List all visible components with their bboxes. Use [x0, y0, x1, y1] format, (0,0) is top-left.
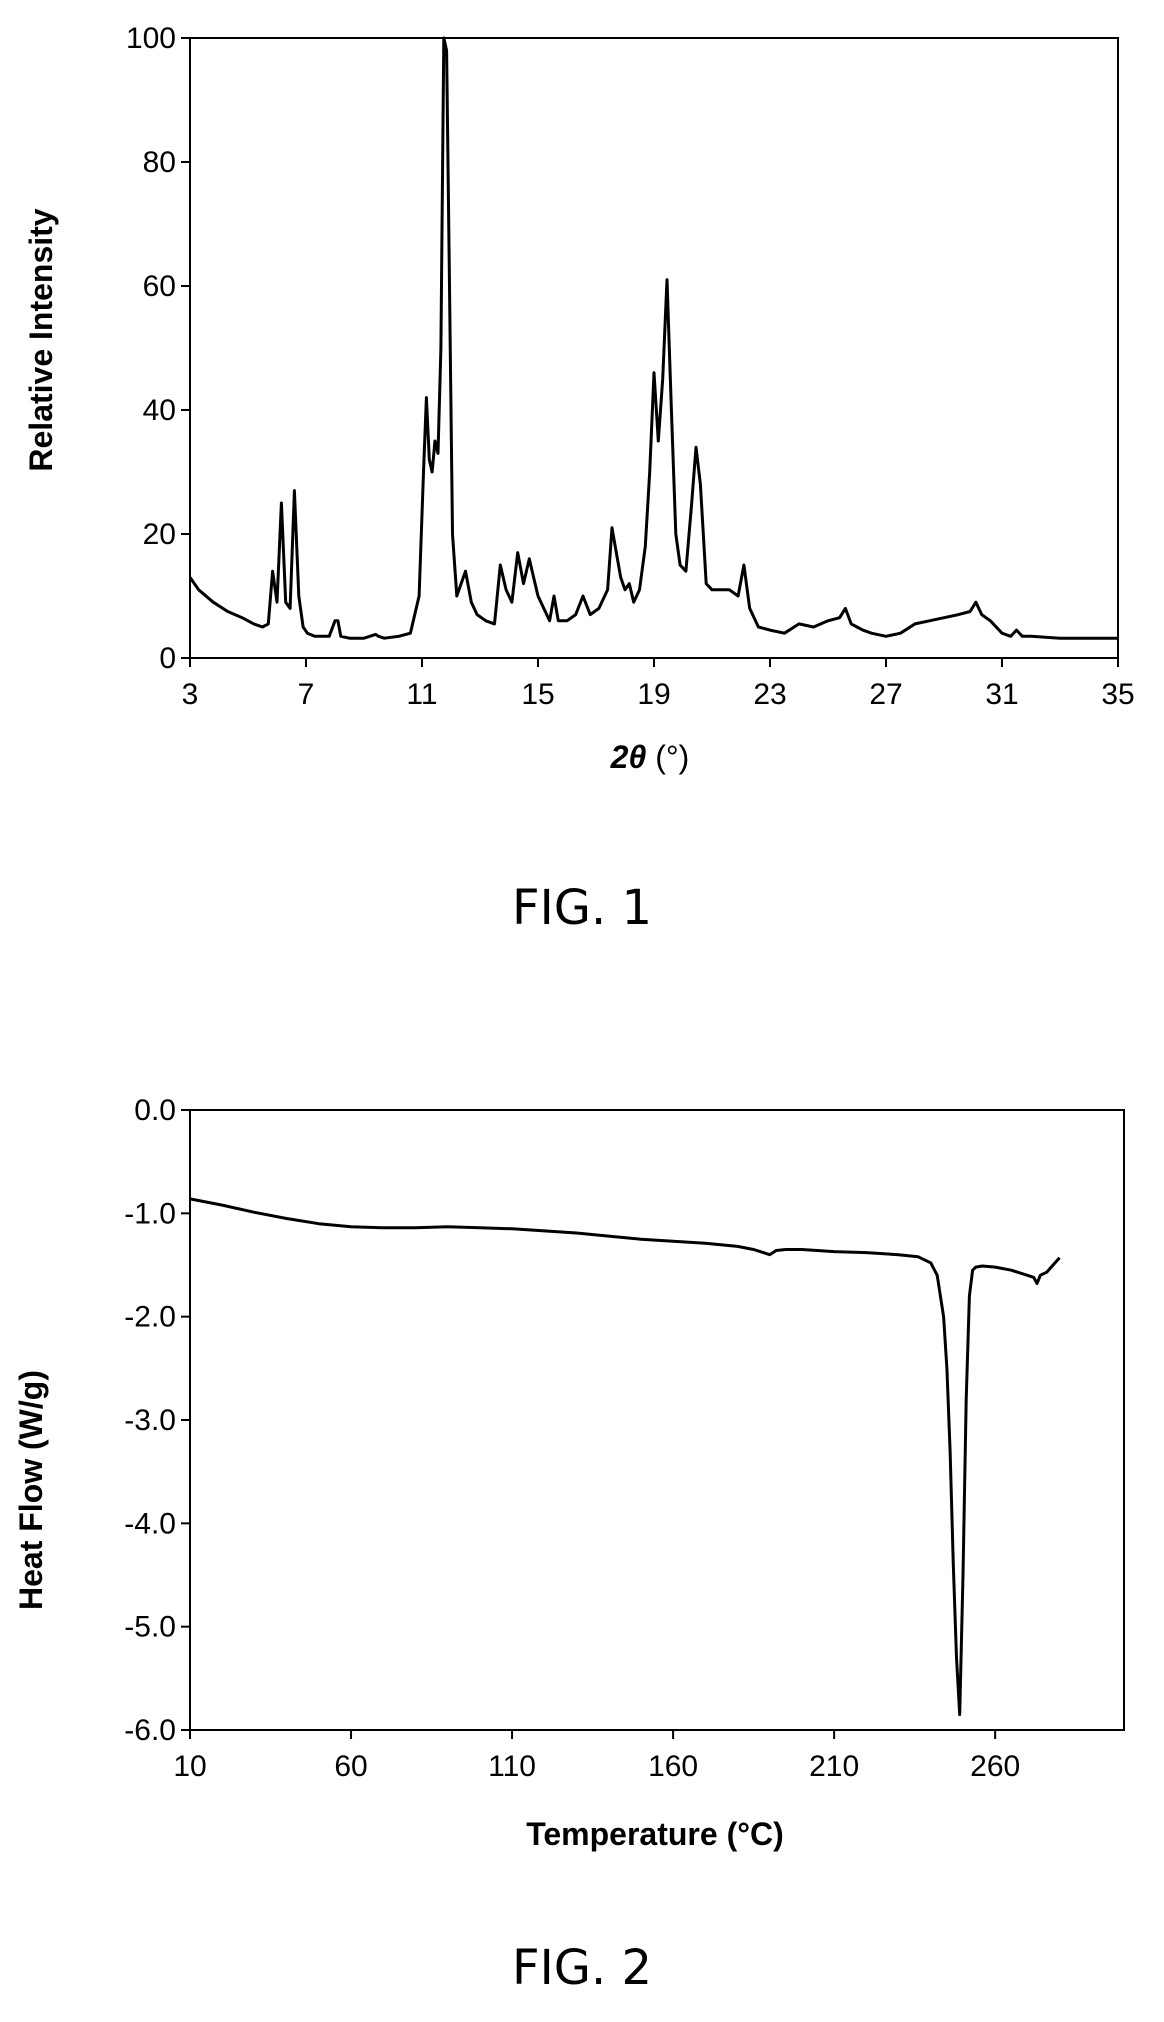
y-tick-label: 60	[143, 270, 176, 303]
y-axis-label: Relative Intensity	[23, 208, 59, 471]
y-tick-label: 100	[126, 22, 176, 55]
x-axis-label-unit: (°)	[646, 739, 689, 775]
y-tick-label: 80	[143, 146, 176, 179]
y-tick-label: 40	[143, 394, 176, 427]
x-tick-label: 60	[334, 1750, 367, 1783]
x-tick-label: 10	[173, 1750, 206, 1783]
plot-frame	[189, 37, 1119, 659]
x-tick-label: 15	[521, 678, 554, 711]
x-tick-label: 31	[985, 678, 1018, 711]
x-axis-label: 2θ (°)	[610, 739, 690, 775]
y-tick-label: 20	[143, 518, 176, 551]
x-tick-label: 160	[648, 1750, 698, 1783]
y-tick-label: -1.0	[124, 1197, 176, 1230]
y-tick-label: -3.0	[124, 1404, 176, 1437]
y-tick-label: -6.0	[124, 1714, 176, 1747]
series-line	[189, 1197, 1061, 1716]
x-tick-label: 260	[970, 1750, 1020, 1783]
x-tick-label: 35	[1101, 678, 1134, 711]
x-tick-label: 23	[753, 678, 786, 711]
plot-frame	[189, 1109, 1125, 1731]
figure-2-caption: FIG. 2	[511, 1940, 652, 1996]
x-tick-label: 11	[406, 678, 437, 711]
y-axis-label: Heat Flow (W/g)	[13, 1370, 49, 1610]
x-axis-label: Temperature (°C)	[526, 1816, 784, 1852]
x-tick-label: 27	[869, 678, 902, 711]
x-tick-label: 3	[182, 678, 199, 711]
y-tick-label: -4.0	[124, 1507, 176, 1540]
y-tick-label: -2.0	[124, 1301, 176, 1334]
figure-1-caption: FIG. 1	[511, 880, 652, 936]
x-tick-label: 110	[488, 1750, 536, 1783]
y-tick-label: 0.0	[134, 1094, 176, 1127]
xrpd-chart: Relative Intensity 2θ (°) 0 20 40 60 80 100 3 7…	[23, 22, 1135, 775]
series-line	[188, 36, 1118, 640]
x-tick-label: 7	[298, 678, 315, 711]
y-tick-label: -5.0	[124, 1611, 176, 1644]
x-tick-label: 210	[809, 1750, 859, 1783]
y-tick-label: 0	[159, 642, 176, 675]
dsc-chart: Heat Flow (W/g) Temperature (°C) 0.0 -1.0…	[13, 1094, 1125, 1852]
x-axis-label-theta: 2θ	[610, 739, 647, 775]
y-axis-label-group: Relative Intensity	[23, 208, 59, 471]
x-tick-label: 19	[637, 678, 670, 711]
